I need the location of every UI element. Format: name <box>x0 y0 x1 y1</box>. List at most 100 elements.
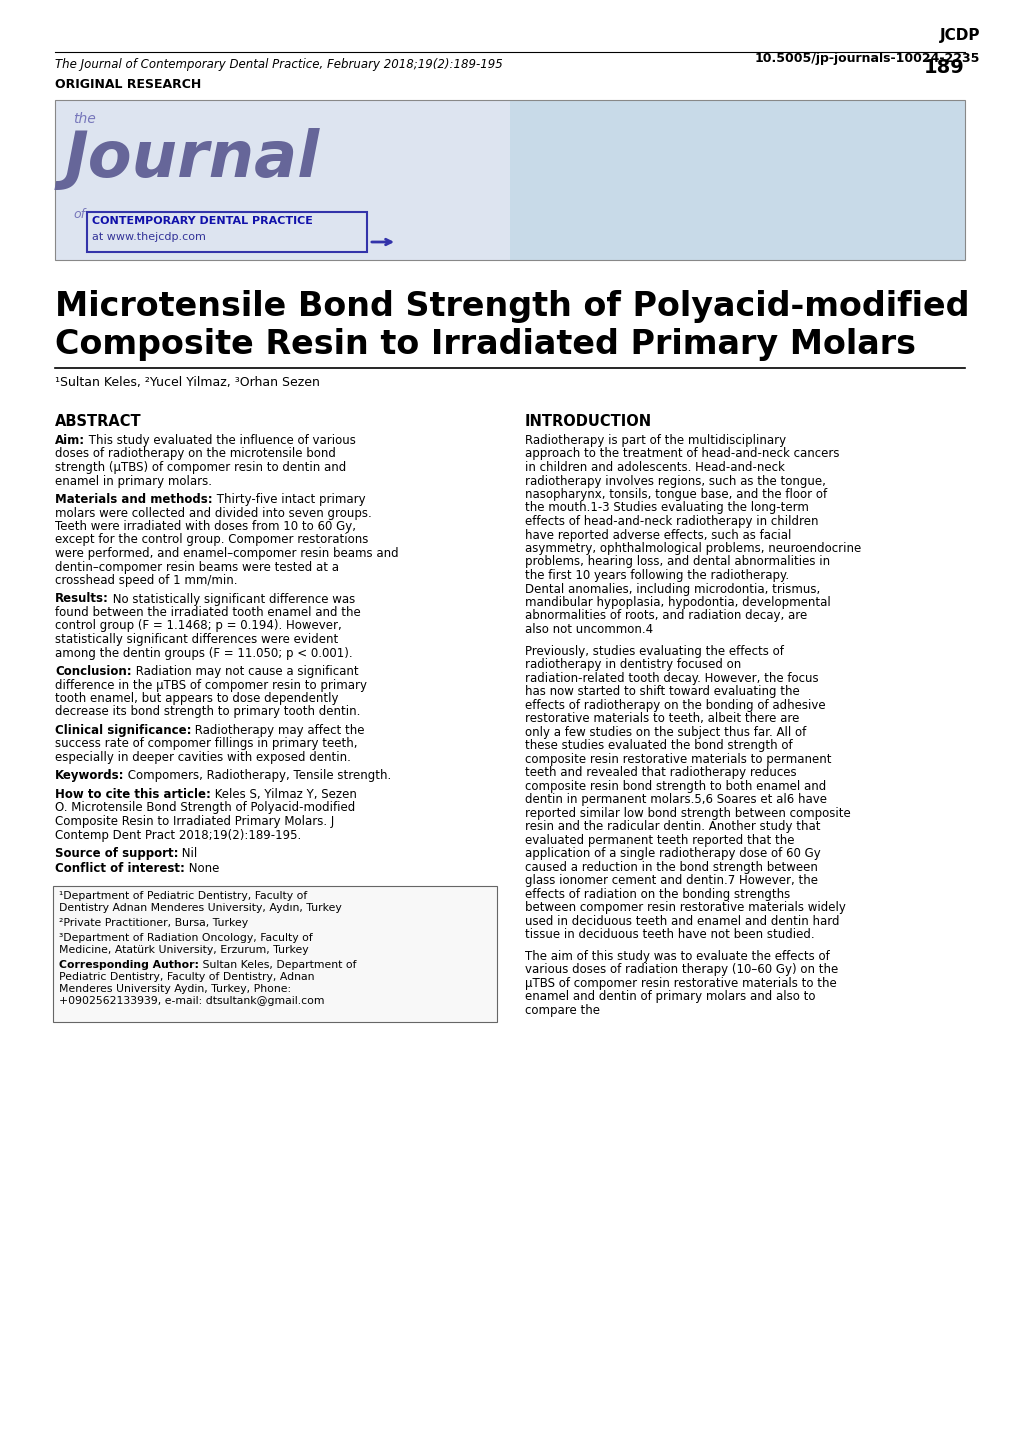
Text: effects of radiation on the bonding strengths: effects of radiation on the bonding stre… <box>525 887 790 900</box>
Text: used in deciduous teeth and enamel and dentin hard: used in deciduous teeth and enamel and d… <box>525 915 839 928</box>
Text: INTRODUCTION: INTRODUCTION <box>525 414 651 428</box>
Text: except for the control group. Compomer restorations: except for the control group. Compomer r… <box>55 533 368 546</box>
Text: ³Department of Radiation Oncology, Faculty of: ³Department of Radiation Oncology, Facul… <box>59 934 313 942</box>
Bar <box>87 212 367 253</box>
Text: Aim:: Aim: <box>55 434 85 447</box>
Text: various doses of radiation therapy (10–60 Gy) on the: various doses of radiation therapy (10–6… <box>525 963 838 976</box>
Text: mandibular hypoplasia, hypodontia, developmental: mandibular hypoplasia, hypodontia, devel… <box>525 595 829 608</box>
Text: The aim of this study was to evaluate the effects of: The aim of this study was to evaluate th… <box>525 950 828 963</box>
Text: the: the <box>73 112 96 126</box>
Text: enamel and dentin of primary molars and also to: enamel and dentin of primary molars and … <box>525 990 815 1003</box>
Text: ORIGINAL RESEARCH: ORIGINAL RESEARCH <box>55 78 201 91</box>
Text: tooth enamel, but appears to dose dependently: tooth enamel, but appears to dose depend… <box>55 693 338 706</box>
Text: caused a reduction in the bond strength between: caused a reduction in the bond strength … <box>525 861 817 874</box>
Text: teeth and revealed that radiotherapy reduces: teeth and revealed that radiotherapy red… <box>525 767 796 780</box>
Text: 189: 189 <box>923 58 964 77</box>
Text: glass ionomer cement and dentin.7 However, the: glass ionomer cement and dentin.7 Howeve… <box>525 874 817 887</box>
Text: Nil: Nil <box>178 847 198 860</box>
Text: in children and adolescents. Head-and-neck: in children and adolescents. Head-and-ne… <box>525 460 784 473</box>
Text: effects of radiotherapy on the bonding of adhesive: effects of radiotherapy on the bonding o… <box>525 698 824 711</box>
Bar <box>510 100 964 260</box>
Text: dentin–compomer resin beams were tested at a: dentin–compomer resin beams were tested … <box>55 560 338 574</box>
Text: at www.thejcdp.com: at www.thejcdp.com <box>92 232 206 242</box>
Text: among the dentin groups (F = 11.050; p < 0.001).: among the dentin groups (F = 11.050; p <… <box>55 646 353 659</box>
Text: only a few studies on the subject thus far. All of: only a few studies on the subject thus f… <box>525 726 805 739</box>
Text: restorative materials to teeth, albeit there are: restorative materials to teeth, albeit t… <box>525 711 799 725</box>
Text: CONTEMPORARY DENTAL PRACTICE: CONTEMPORARY DENTAL PRACTICE <box>92 216 313 227</box>
Text: reported similar low bond strength between composite: reported similar low bond strength betwe… <box>525 807 850 819</box>
Text: Corresponding Author:: Corresponding Author: <box>59 960 199 970</box>
Text: strength (μTBS) of compomer resin to dentin and: strength (μTBS) of compomer resin to den… <box>55 460 345 473</box>
Bar <box>55 100 510 260</box>
Text: Keywords:: Keywords: <box>55 770 124 783</box>
Text: Dentistry Adnan Menderes University, Aydın, Turkey: Dentistry Adnan Menderes University, Ayd… <box>59 903 341 913</box>
Text: Results:: Results: <box>55 592 109 605</box>
Text: Microtensile Bond Strength of Polyacid-modified: Microtensile Bond Strength of Polyacid-m… <box>55 290 968 322</box>
Bar <box>53 886 496 1022</box>
Text: success rate of compomer fillings in primary teeth,: success rate of compomer fillings in pri… <box>55 738 357 751</box>
Text: these studies evaluated the bond strength of: these studies evaluated the bond strengt… <box>525 739 792 752</box>
Text: decrease its bond strength to primary tooth dentin.: decrease its bond strength to primary to… <box>55 706 360 719</box>
Text: Clinical significance:: Clinical significance: <box>55 725 192 738</box>
Text: effects of head-and-neck radiotherapy in children: effects of head-and-neck radiotherapy in… <box>525 515 817 529</box>
Text: Conclusion:: Conclusion: <box>55 665 131 678</box>
Text: have reported adverse effects, such as facial: have reported adverse effects, such as f… <box>525 529 791 542</box>
Text: problems, hearing loss, and dental abnormalities in: problems, hearing loss, and dental abnor… <box>525 556 829 569</box>
Text: ¹Sultan Keles, ²Yucel Yilmaz, ³Orhan Sezen: ¹Sultan Keles, ²Yucel Yilmaz, ³Orhan Sez… <box>55 376 320 389</box>
Text: statistically significant differences were evident: statistically significant differences we… <box>55 633 338 646</box>
Text: radiation-related tooth decay. However, the focus: radiation-related tooth decay. However, … <box>525 672 818 684</box>
Text: Composite Resin to Irradiated Primary Molars: Composite Resin to Irradiated Primary Mo… <box>55 328 915 362</box>
Text: Radiotherapy is part of the multidisciplinary: Radiotherapy is part of the multidiscipl… <box>525 434 786 447</box>
Text: Medicine, Atatürk University, Erzurum, Turkey: Medicine, Atatürk University, Erzurum, T… <box>59 945 309 955</box>
Text: composite resin bond strength to both enamel and: composite resin bond strength to both en… <box>525 780 825 793</box>
Text: ²Private Practitioner, Bursa, Turkey: ²Private Practitioner, Bursa, Turkey <box>59 918 248 928</box>
Text: doses of radiotherapy on the microtensile bond: doses of radiotherapy on the microtensil… <box>55 447 335 460</box>
Text: Sultan Keles, Department of: Sultan Keles, Department of <box>199 960 357 970</box>
Text: Journal: Journal <box>65 128 320 190</box>
Text: Radiotherapy may affect the: Radiotherapy may affect the <box>192 725 365 738</box>
Text: tissue in deciduous teeth have not been studied.: tissue in deciduous teeth have not been … <box>525 928 814 941</box>
Text: JCDP: JCDP <box>938 28 979 44</box>
Text: the mouth.1-3 Studies evaluating the long-term: the mouth.1-3 Studies evaluating the lon… <box>525 501 808 514</box>
Text: Radiation may not cause a significant: Radiation may not cause a significant <box>131 665 358 678</box>
Text: How to cite this article:: How to cite this article: <box>55 788 211 802</box>
Text: Teeth were irradiated with doses from 10 to 60 Gy,: Teeth were irradiated with doses from 10… <box>55 520 356 533</box>
Text: of: of <box>73 208 85 221</box>
Bar <box>55 100 964 260</box>
Text: abnormalities of roots, and radiation decay, are: abnormalities of roots, and radiation de… <box>525 610 806 623</box>
Text: approach to the treatment of head-and-neck cancers: approach to the treatment of head-and-ne… <box>525 447 839 460</box>
Text: Contemp Dent Pract 2018;19(2):189-195.: Contemp Dent Pract 2018;19(2):189-195. <box>55 829 301 842</box>
Text: compare the: compare the <box>525 1003 599 1016</box>
Text: Keles S, Yilmaz Y, Sezen: Keles S, Yilmaz Y, Sezen <box>211 788 357 802</box>
Text: molars were collected and divided into seven groups.: molars were collected and divided into s… <box>55 507 371 520</box>
Text: control group (F = 1.1468; p = 0.194). However,: control group (F = 1.1468; p = 0.194). H… <box>55 620 341 633</box>
Text: between compomer resin restorative materials widely: between compomer resin restorative mater… <box>525 902 845 915</box>
Text: The Journal of Contemporary Dental Practice, February 2018;19(2):189-195: The Journal of Contemporary Dental Pract… <box>55 58 502 71</box>
Text: Dental anomalies, including microdontia, trismus,: Dental anomalies, including microdontia,… <box>525 582 819 595</box>
Text: especially in deeper cavities with exposed dentin.: especially in deeper cavities with expos… <box>55 751 351 764</box>
Text: Previously, studies evaluating the effects of: Previously, studies evaluating the effec… <box>525 645 784 658</box>
Text: evaluated permanent teeth reported that the: evaluated permanent teeth reported that … <box>525 833 794 847</box>
Text: +0902562133939, e-mail: dtsultank@gmail.com: +0902562133939, e-mail: dtsultank@gmail.… <box>59 996 324 1006</box>
Text: radiotherapy involves regions, such as the tongue,: radiotherapy involves regions, such as t… <box>525 475 825 488</box>
Text: Materials and methods:: Materials and methods: <box>55 494 212 505</box>
Text: Source of support:: Source of support: <box>55 847 178 860</box>
Text: None: None <box>184 862 219 876</box>
Text: No statistically significant difference was: No statistically significant difference … <box>109 592 355 605</box>
Text: O. Microtensile Bond Strength of Polyacid-modified: O. Microtensile Bond Strength of Polyaci… <box>55 802 355 815</box>
Text: also not uncommon.4: also not uncommon.4 <box>525 623 652 636</box>
Text: Composite Resin to Irradiated Primary Molars. J: Composite Resin to Irradiated Primary Mo… <box>55 815 334 828</box>
Text: difference in the μTBS of compomer resin to primary: difference in the μTBS of compomer resin… <box>55 678 367 691</box>
Text: crosshead speed of 1 mm/min.: crosshead speed of 1 mm/min. <box>55 574 237 587</box>
Text: found between the irradiated tooth enamel and the: found between the irradiated tooth ename… <box>55 605 361 619</box>
Text: resin and the radicular dentin. Another study that: resin and the radicular dentin. Another … <box>525 820 819 833</box>
Text: ¹Department of Pediatric Dentistry, Faculty of: ¹Department of Pediatric Dentistry, Facu… <box>59 892 307 902</box>
Text: 10.5005/jp-journals-10024-2235: 10.5005/jp-journals-10024-2235 <box>754 52 979 65</box>
Text: μTBS of compomer resin restorative materials to the: μTBS of compomer resin restorative mater… <box>525 977 836 990</box>
Text: Conflict of interest:: Conflict of interest: <box>55 862 184 876</box>
Text: has now started to shift toward evaluating the: has now started to shift toward evaluati… <box>525 685 799 698</box>
Text: ABSTRACT: ABSTRACT <box>55 414 142 428</box>
Text: application of a single radiotherapy dose of 60 Gy: application of a single radiotherapy dos… <box>525 847 820 860</box>
Text: were performed, and enamel–compomer resin beams and: were performed, and enamel–compomer resi… <box>55 547 398 560</box>
Text: the first 10 years following the radiotherapy.: the first 10 years following the radioth… <box>525 569 789 582</box>
